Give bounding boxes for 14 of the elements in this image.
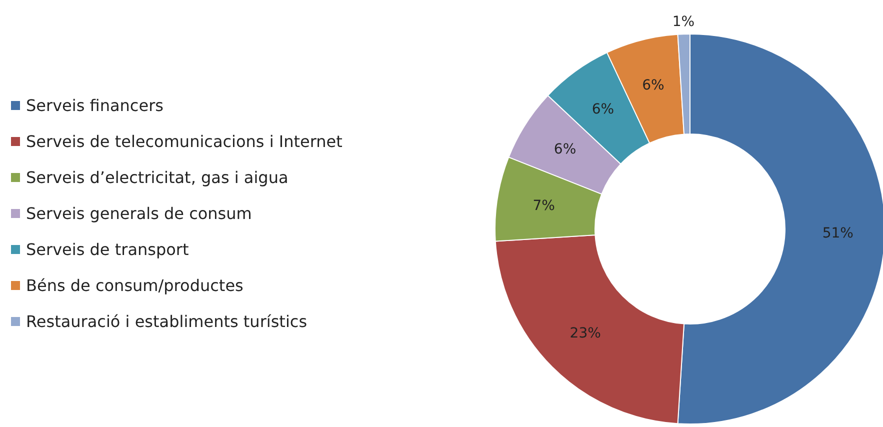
legend-label: Serveis de telecomunicacions i Internet (26, 132, 342, 151)
data-label: 1% (672, 14, 695, 30)
data-label: 6% (592, 101, 614, 118)
legend-label: Serveis financers (26, 96, 164, 115)
legend-label: Serveis d’electricitat, gas i aigua (26, 168, 288, 187)
data-label: 51% (822, 226, 854, 242)
legend-label: Serveis generals de consum (26, 204, 252, 223)
legend-label: Restauració i establiments turístics (26, 312, 308, 331)
data-label: 7% (532, 198, 555, 214)
data-label: 6% (554, 142, 576, 158)
data-label: 23% (570, 326, 601, 342)
legend-label: Béns de consum/productes (26, 276, 244, 295)
legend-label: Serveis de transport (26, 240, 189, 259)
data-label: 6% (642, 78, 664, 94)
